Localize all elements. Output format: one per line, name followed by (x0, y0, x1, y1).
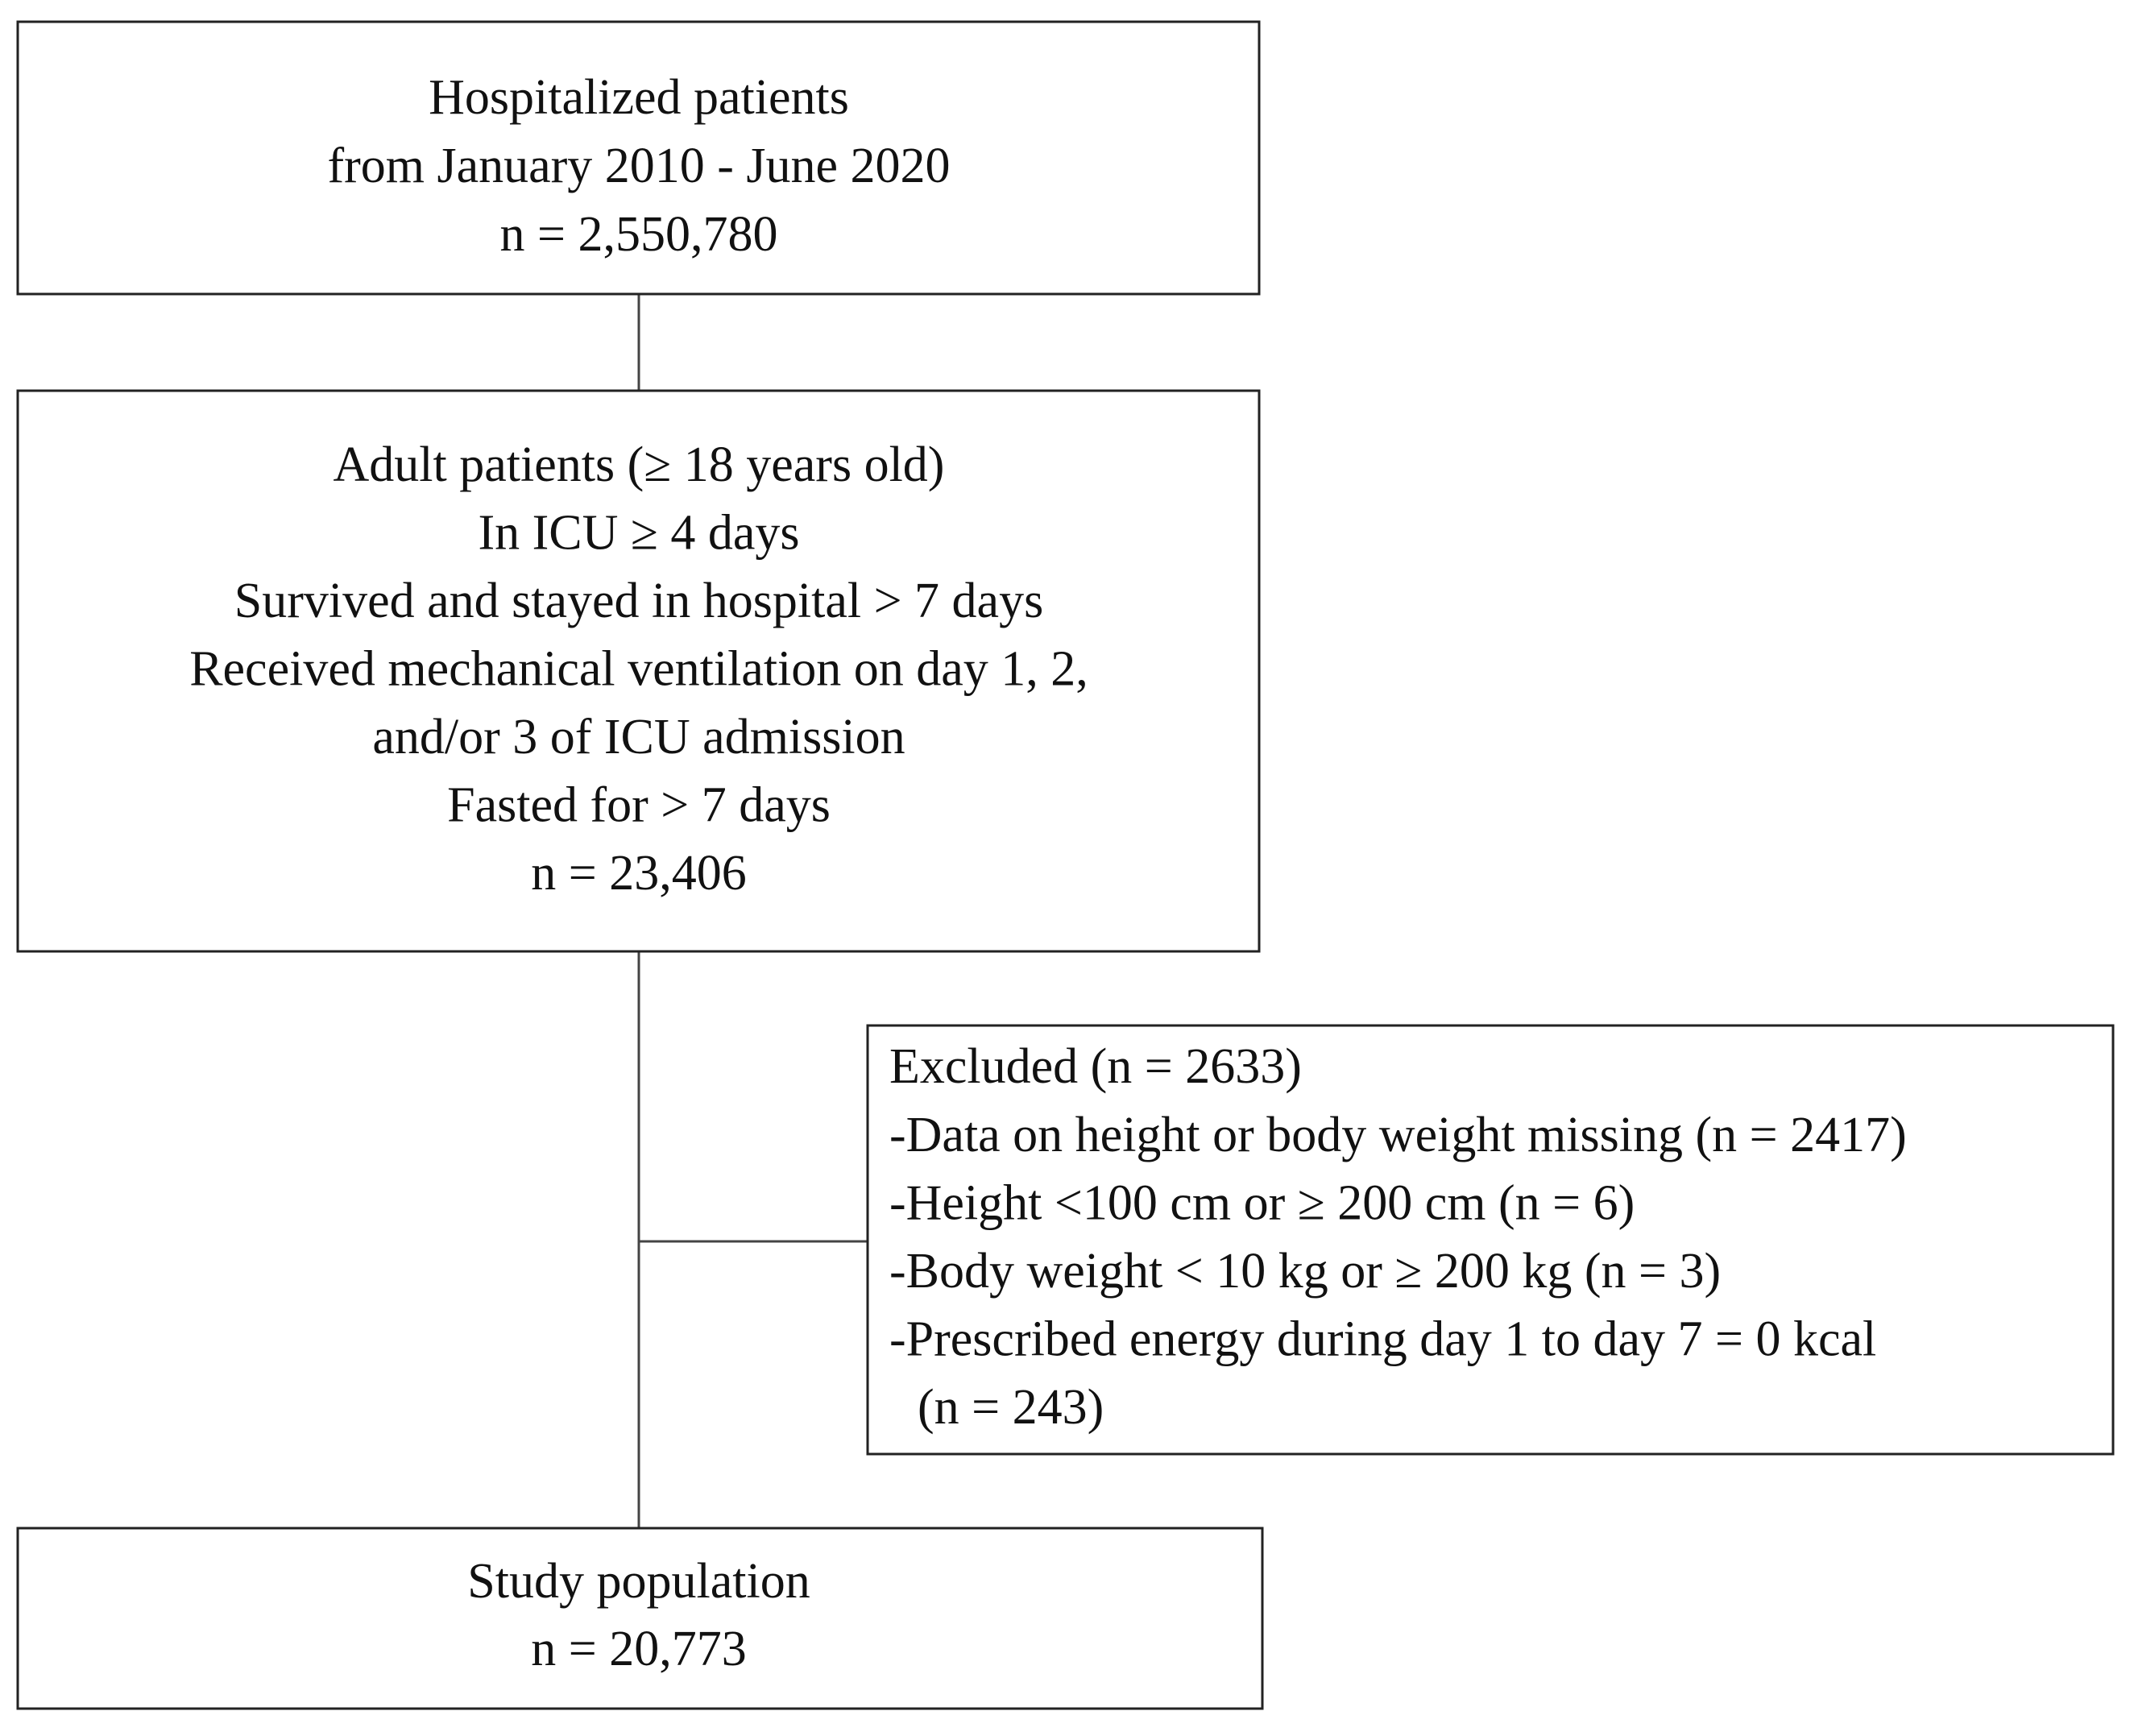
node-text: (n = 243) (918, 1380, 1104, 1435)
node-text: from January 2010 - June 2020 (327, 139, 950, 193)
node-text: -Data on height or body weight missing (… (889, 1108, 1907, 1162)
node-text: Study population (467, 1554, 810, 1609)
node-text: n = 2,550,780 (500, 207, 778, 262)
node-text: Adult patients (≥ 18 years old) (334, 437, 945, 492)
node-text: -Height <100 cm or ≥ 200 cm (n = 6) (889, 1175, 1635, 1230)
node-text: Hospitalized patients (429, 70, 849, 125)
node-text: Received mechanical ventilation on day 1… (189, 642, 1088, 697)
node-text: n = 20,773 (531, 1622, 746, 1676)
box (866, 1024, 2115, 1456)
box (16, 389, 1261, 953)
node-text: Fasted for > 7 days (447, 778, 831, 833)
node-text: -Prescribed energy during day 1 to day 7… (889, 1312, 1876, 1367)
box (16, 1527, 1264, 1710)
node-text: Excluded (n = 2633) (889, 1039, 1302, 1094)
node-text: -Body weight < 10 kg or ≥ 200 kg (n = 3) (889, 1244, 1721, 1299)
node-text: In ICU ≥ 4 days (478, 506, 799, 561)
node-text: Survived and stayed in hospital > 7 days (234, 574, 1043, 628)
box (16, 20, 1261, 296)
node-text: and/or 3 of ICU admission (372, 710, 905, 764)
node-text: n = 23,406 (531, 846, 746, 901)
